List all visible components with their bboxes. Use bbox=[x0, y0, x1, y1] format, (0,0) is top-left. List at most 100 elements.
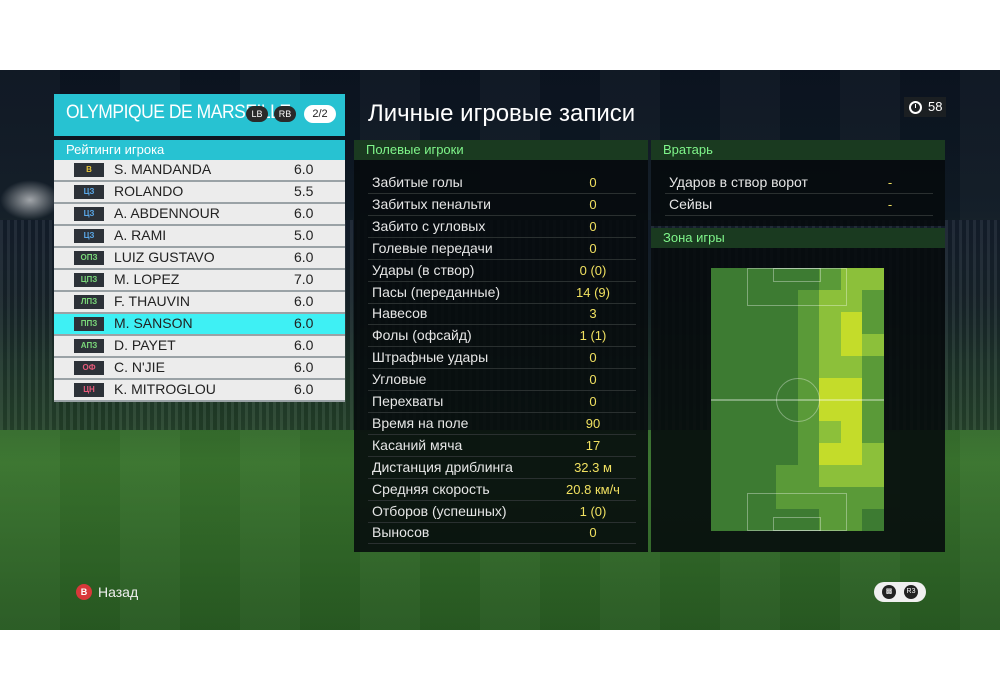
stat-label: Удары (в створ) bbox=[372, 261, 475, 278]
player-row[interactable]: ЦЗ ROLANDO 5.5 bbox=[54, 182, 345, 204]
heatmap-cell bbox=[819, 421, 842, 444]
stat-row: Голевые передачи 0 bbox=[368, 238, 636, 260]
stat-label: Касаний мяча bbox=[372, 436, 463, 453]
heatmap-cell bbox=[819, 399, 842, 422]
player-row[interactable]: ЦЗ A. ABDENNOUR 6.0 bbox=[54, 204, 345, 226]
heatmap-cell bbox=[862, 421, 884, 444]
player-row[interactable]: АПЗ D. PAYET 6.0 bbox=[54, 336, 345, 358]
position-badge: ЦЗ bbox=[74, 207, 104, 221]
heatmap-cell bbox=[819, 465, 842, 488]
timer-value: 58 bbox=[928, 99, 943, 114]
stat-value: 3 bbox=[589, 306, 597, 322]
player-row[interactable]: ОФ C. N'JIE 6.0 bbox=[54, 358, 345, 380]
position-badge: ЦН bbox=[74, 383, 104, 397]
r3-button-icon[interactable]: R3 bbox=[904, 585, 918, 599]
pitch-line bbox=[747, 493, 847, 531]
heatmap-cell bbox=[711, 311, 734, 335]
heatmap-cell bbox=[797, 311, 820, 335]
heatmap-cell bbox=[711, 509, 734, 531]
page-title: Личные игровые записи bbox=[368, 100, 636, 127]
heatmap-cell bbox=[840, 311, 863, 335]
player-row[interactable]: ЦН K. MITROGLOU 6.0 bbox=[54, 380, 345, 402]
stat-row: Фолы (офсайд) 1 (1) bbox=[368, 325, 636, 348]
stat-row: Ударов в створ ворот - bbox=[665, 172, 933, 194]
player-name: ROLANDO bbox=[114, 183, 184, 199]
heatmap-cell bbox=[819, 355, 842, 379]
stat-row: Отборов (успешных) 1 (0) bbox=[368, 501, 636, 523]
stat-row: Время на поле 90 bbox=[368, 413, 636, 435]
heatmap-cell bbox=[862, 465, 884, 488]
position-badge: ЦЗ bbox=[74, 229, 104, 243]
player-rating: 6.0 bbox=[294, 205, 314, 221]
player-row[interactable]: ППЗ M. SANSON 6.0 bbox=[54, 314, 345, 336]
heatmap-cell bbox=[754, 465, 777, 488]
heatmap-cell bbox=[819, 377, 842, 400]
heatmap-cell bbox=[775, 333, 798, 357]
player-rating: 6.0 bbox=[294, 293, 314, 309]
player-row[interactable]: ОПЗ LUIZ GUSTAVO 6.0 bbox=[54, 248, 345, 270]
stat-row: Навесов 3 bbox=[368, 303, 636, 326]
heatmap-cell bbox=[711, 289, 734, 313]
heatmap-cell bbox=[754, 333, 777, 357]
back-button-label[interactable]: Назад bbox=[98, 584, 139, 600]
heatmap-cell bbox=[732, 377, 755, 400]
stat-label: Отборов (успешных) bbox=[372, 502, 507, 519]
lb-button[interactable]: LB bbox=[246, 106, 268, 122]
player-row[interactable]: ЦПЗ M. LOPEZ 7.0 bbox=[54, 270, 345, 292]
stat-label: Забитых пенальти bbox=[372, 195, 491, 212]
stat-value: 14 (9) bbox=[576, 284, 610, 300]
heatmap-cell bbox=[711, 399, 734, 422]
goalkeeper-header: Вратарь bbox=[651, 140, 945, 160]
stat-row: Штрафные удары 0 bbox=[368, 347, 636, 370]
position-badge: В bbox=[74, 163, 104, 177]
chat-icon[interactable]: ▩ bbox=[882, 585, 896, 599]
zone-title: Зона игры bbox=[663, 230, 725, 245]
player-rating: 5.5 bbox=[294, 183, 314, 199]
heatmap-cell bbox=[732, 355, 755, 379]
player-name: C. N'JIE bbox=[114, 359, 165, 375]
heatmap-cell bbox=[840, 509, 863, 531]
stat-row: Дистанция дриблинга 32.3 м bbox=[368, 457, 636, 479]
player-row[interactable]: ЛПЗ F. THAUVIN 6.0 bbox=[54, 292, 345, 314]
heatmap-cell bbox=[732, 289, 755, 313]
position-badge: ОПЗ bbox=[74, 251, 104, 265]
heatmap-cell bbox=[819, 311, 842, 335]
heatmap-cell bbox=[862, 487, 884, 510]
player-row[interactable]: ЦЗ A. RAMI 5.0 bbox=[54, 226, 345, 248]
stat-label: Средняя скорость bbox=[372, 480, 490, 497]
player-rating: 6.0 bbox=[294, 381, 314, 397]
heatmap-cell bbox=[819, 509, 842, 531]
stat-value: 0 bbox=[589, 372, 597, 388]
heatmap-cell bbox=[862, 377, 884, 400]
heatmap-cell bbox=[819, 487, 842, 510]
heatmap-cell bbox=[797, 487, 820, 510]
stat-label: Забитые голы bbox=[372, 174, 463, 190]
stat-label: Выносов bbox=[372, 524, 430, 541]
player-name: M. SANSON bbox=[114, 315, 193, 331]
player-name: A. ABDENNOUR bbox=[114, 205, 220, 221]
rb-button[interactable]: RB bbox=[274, 106, 296, 122]
stat-row: Сейвы - bbox=[665, 194, 933, 216]
stat-value: 0 bbox=[589, 218, 597, 234]
team-name: OLYMPIQUE DE MARSEILLE bbox=[66, 102, 291, 123]
back-button-icon[interactable]: B bbox=[76, 584, 92, 600]
heatmap-cell bbox=[840, 443, 863, 466]
stat-value: - bbox=[887, 197, 893, 212]
stat-label: Штрафные удары bbox=[372, 349, 489, 366]
stat-value: 32.3 м bbox=[574, 459, 612, 475]
heatmap-cell bbox=[711, 268, 734, 291]
heatmap-cell bbox=[732, 421, 755, 444]
ratings-title: Рейтинги игрока bbox=[66, 142, 165, 157]
field-players-header: Полевые игроки bbox=[354, 140, 648, 160]
heatmap-cell bbox=[797, 289, 820, 313]
stat-row: Забито с угловых 0 bbox=[368, 216, 636, 238]
stat-value: 17 bbox=[585, 437, 601, 453]
heatmap-cell bbox=[732, 399, 755, 422]
stat-label: Навесов bbox=[372, 305, 428, 322]
heatmap-cell bbox=[732, 465, 755, 488]
heatmap-cell bbox=[732, 333, 755, 357]
position-badge: АПЗ bbox=[74, 339, 104, 353]
stat-row: Забитых пенальти 0 bbox=[368, 194, 636, 216]
player-row[interactable]: В S. MANDANDA 6.0 bbox=[54, 160, 345, 182]
stat-row: Выносов 0 bbox=[368, 522, 636, 545]
